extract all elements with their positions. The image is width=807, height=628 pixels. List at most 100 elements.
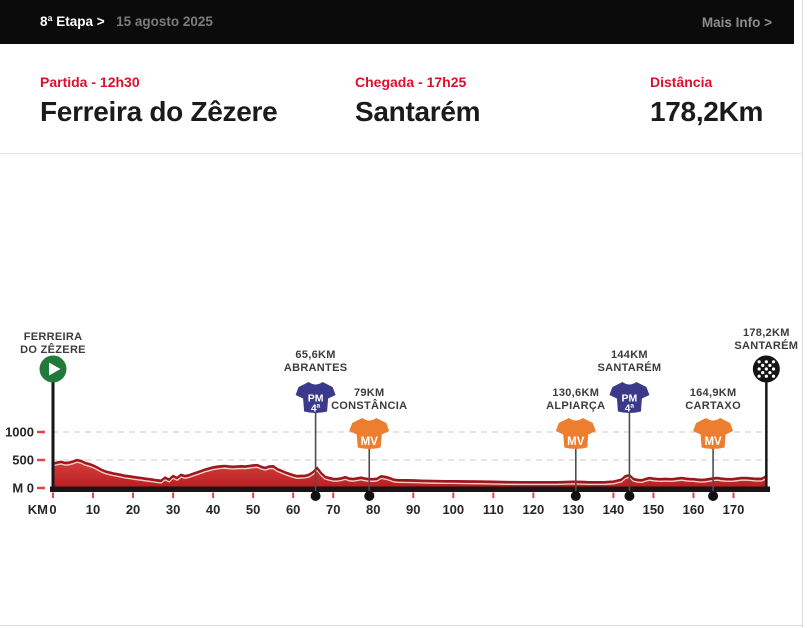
checker-dot [757,367,761,371]
marker-label: SANTARÉM [597,361,661,374]
jersey-shape [609,382,650,413]
marker-dot [624,491,635,501]
partida-block: Partida - 12h30 Ferreira do Zêzere [40,74,278,128]
y-tick-label: 500 [12,453,34,468]
x-tick-label: 30 [166,502,180,517]
jersey-text: PM [308,393,324,405]
mv-jersey-icon: MV [555,418,596,449]
x-tick-label: 110 [483,502,504,517]
x-tick-label: 70 [326,502,340,517]
marker-dot [570,491,581,501]
checker-dot [764,360,768,364]
topbar-left: 8ª Etapa > 15 agosto 2025 [40,13,213,31]
jersey-shape [349,418,390,449]
jersey-text: 4ª [625,404,635,415]
x-tick-label: 60 [286,502,300,517]
marker-dot [708,491,719,501]
jersey-text: MV [567,436,585,448]
profile-chart-svg: M 0 500 1000 KM 0 10 20 30 40 50 60 70 80 90 100 110 120… [5,327,798,517]
partida-label: Partida - 12h30 [40,74,140,90]
mv-jersey-icon: MV [693,418,734,449]
distancia-block: Distância 178,2Km [650,74,763,128]
jersey-shape [693,418,734,449]
x-tick-label: 90 [406,502,420,517]
marker-label: DO ZÊZERE [20,343,86,356]
marker-dot [310,491,321,501]
checker-dot [761,363,765,367]
marker-label: CARTAXO [685,400,741,412]
checker-dot [768,363,772,367]
marker-label: 65,6KM [295,349,335,361]
x-tick-label: 170 [723,502,745,517]
x-tick-label: 10 [86,502,100,517]
stage-label: 8ª Etapa > [40,14,105,29]
x-tick-label: 20 [126,502,140,517]
x-tick-label: 140 [603,502,625,517]
checker-dot [768,371,772,375]
checker-dot [764,374,768,378]
x-axis-baseline [50,486,770,492]
checker-dot [771,367,776,371]
stage-info-header: Partida - 12h30 Ferreira do Zêzere Chega… [0,44,803,154]
stage-profile-chart: M 0 500 1000 KM 0 10 20 30 40 50 60 70 80 90 100 110 120… [0,300,807,628]
x-tick-label: 0 [49,502,56,517]
stage-date: 15 agosto 2025 [116,14,213,29]
partida-city: Ferreira do Zêzere [40,96,278,127]
x-tick-label: 150 [643,502,665,517]
mv-jersey-icon: MV [349,418,390,449]
marker-label: SANTARÉM [734,339,798,352]
page-right-border [802,0,803,628]
x-tick-label: 160 [683,502,705,517]
x-tick-label: 130 [563,502,585,517]
more-info-link[interactable]: Mais Info > [701,14,772,30]
topbar: 8ª Etapa > 15 agosto 2025 Mais Info > [0,0,794,44]
x-tick-label: 50 [246,502,260,517]
checker-dot [771,374,776,378]
play-icon [49,362,61,376]
marker-label: 144KM [611,349,648,361]
checker-dot [757,360,761,364]
y-tick-label: M 0 [12,481,34,496]
distancia-value: 178,2Km [650,96,764,127]
checker-dot [771,360,776,364]
x-tick-label: 100 [442,502,464,517]
jersey-text: MV [361,436,379,448]
marker-label: ALPIARÇA [546,400,605,412]
x-tick-label: 40 [206,502,220,517]
page-bottom-border [0,625,803,626]
x-axis-prefix: KM [28,502,48,517]
jersey-text: 4ª [311,404,321,415]
jersey-shape [555,418,596,449]
marker-label: FERREIRA [24,331,83,343]
chegada-block: Chegada - 17h25 Santarém [355,74,481,128]
marker-label: 79KM [354,387,385,399]
elevation-area [53,460,767,489]
distancia-label: Distância [650,74,713,90]
checker-dot [764,367,768,371]
chegada-label: Chegada - 17h25 [355,74,467,90]
marker-label: 178,2KM [743,327,790,339]
x-tick-label: 80 [366,502,380,517]
checker-dot [761,371,765,375]
y-tick-label: 1000 [5,425,34,440]
marker-label: 130,6KM [552,387,599,399]
x-tick-label: 120 [523,502,545,517]
chegada-city: Santarém [355,96,481,127]
jersey-shape [295,382,336,413]
checker-dot [757,374,761,378]
jersey-text: MV [704,436,722,448]
elevation-outline [52,458,768,484]
marker-dot [364,491,375,501]
marker-label: 164,9KM [690,387,737,399]
marker-label: ABRANTES [284,362,348,374]
marker-label: CONSTÂNCIA [331,399,407,412]
